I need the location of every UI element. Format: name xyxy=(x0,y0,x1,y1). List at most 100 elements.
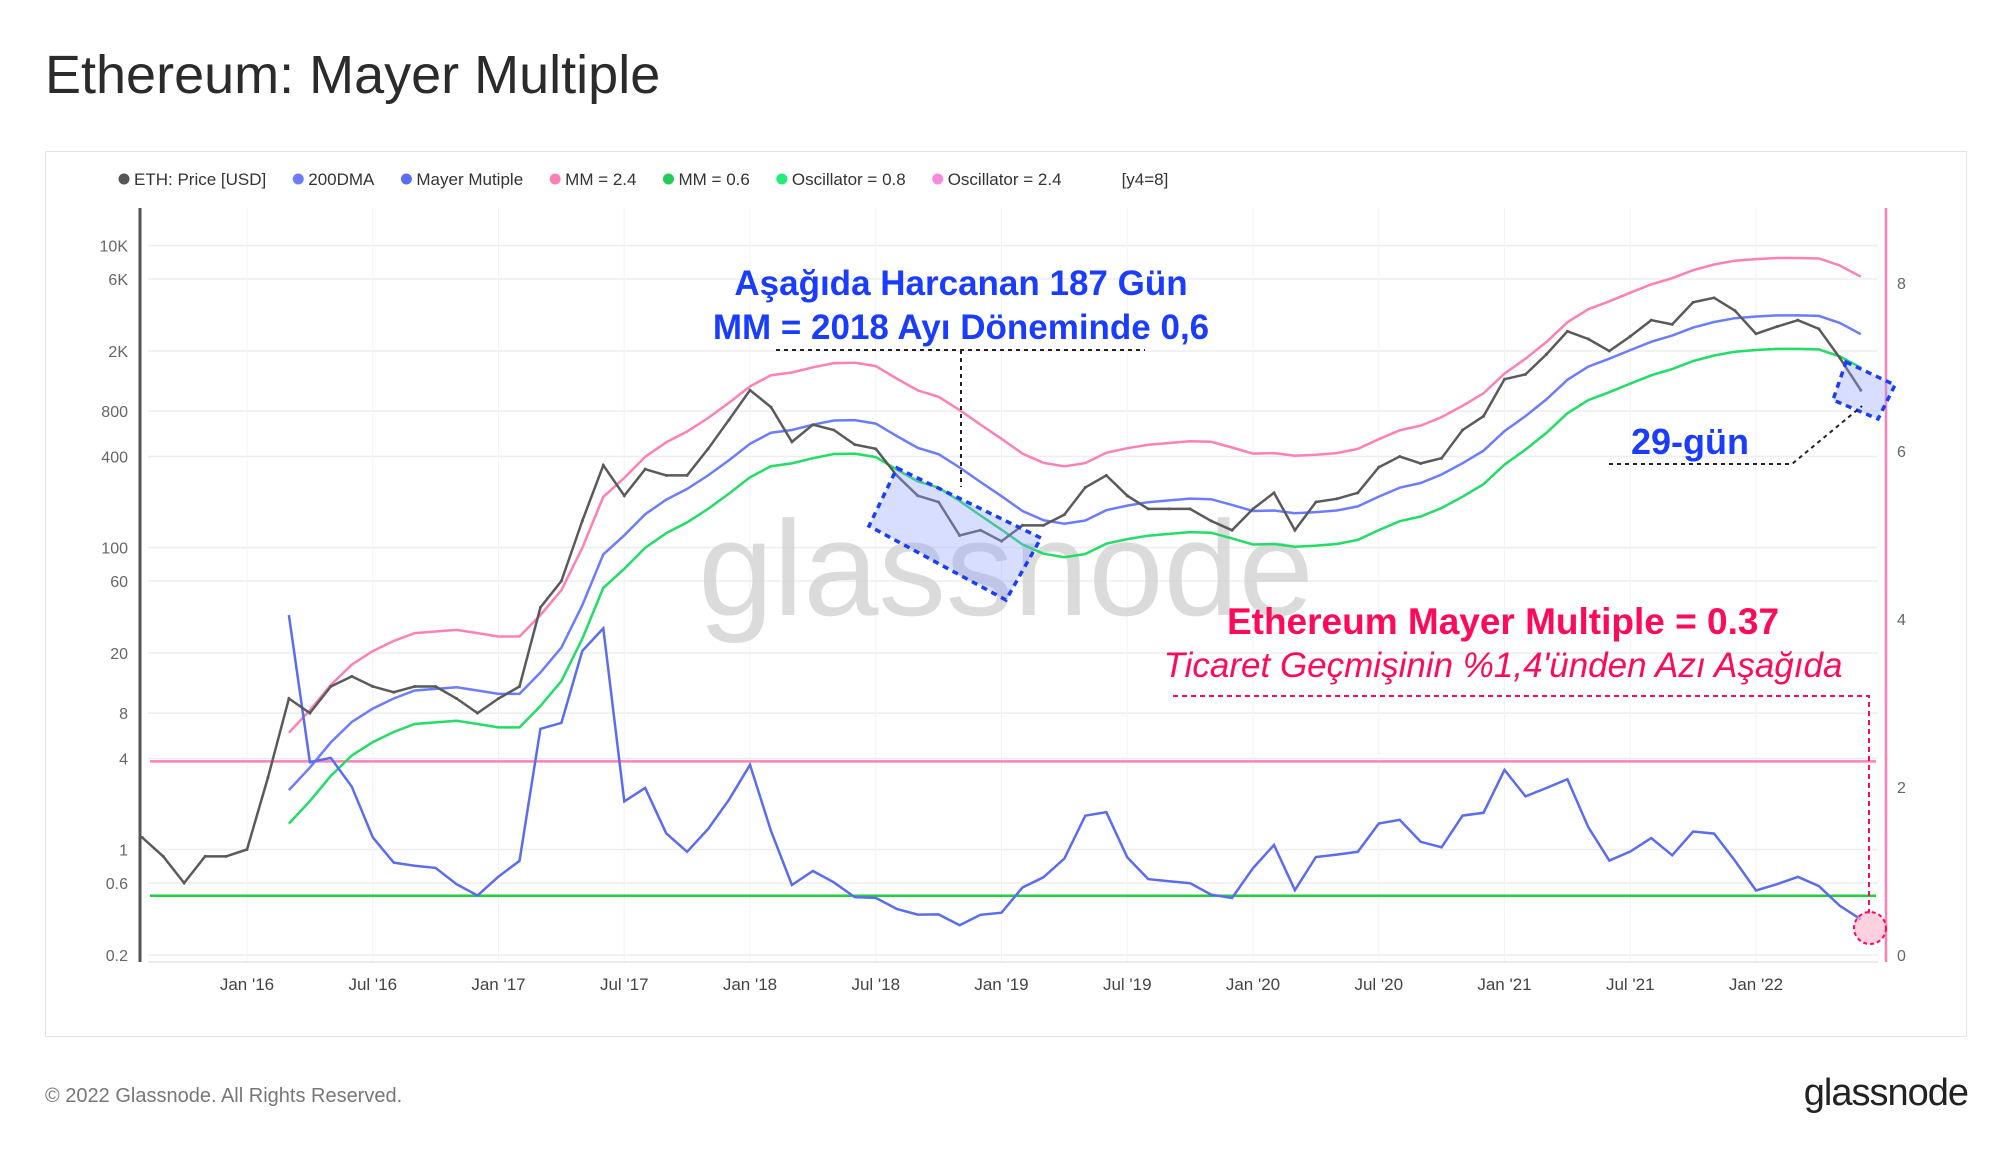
price-point xyxy=(1000,539,1003,543)
price-point xyxy=(1041,523,1045,527)
legend-item: Mayer Mutiple xyxy=(416,170,523,189)
price-point xyxy=(392,690,396,694)
annotation-red-line1: Ethereum Mayer Multiple = 0.37 xyxy=(1227,601,1779,642)
price-point xyxy=(1712,296,1716,300)
y-left-tick-label: 0.6 xyxy=(106,876,128,893)
y-left-tick-label: 0.2 xyxy=(106,948,128,965)
copyright: © 2022 Glassnode. All Rights Reserved. xyxy=(45,1085,403,1107)
price-point xyxy=(1167,507,1171,511)
price-point xyxy=(497,696,500,700)
callout-line xyxy=(1173,695,1870,915)
price-point xyxy=(1817,327,1821,331)
price-point xyxy=(161,854,165,858)
price-point xyxy=(937,500,941,504)
price-point xyxy=(455,696,459,700)
price-point xyxy=(559,579,563,583)
price-point xyxy=(1649,318,1653,322)
price-point xyxy=(224,854,228,858)
legend-item: [y4=8] xyxy=(1122,170,1169,189)
y-left-tick-label: 60 xyxy=(110,574,128,591)
price-point xyxy=(832,428,836,432)
y-left-tick-label: 1 xyxy=(119,842,128,859)
legend: ETH: Price [USD] 200DMA Mayer Mutiple MM = … xyxy=(118,170,1169,189)
legend-item: 200DMA xyxy=(308,170,375,189)
annotations: Aşağıda Harcanan 187 Gün MM = 2018 Ayı D… xyxy=(713,264,1898,945)
price-point xyxy=(538,606,542,610)
price-point xyxy=(1272,491,1276,495)
x-tick-label: Jan '18 xyxy=(723,975,777,994)
price-point xyxy=(517,684,521,688)
price-point xyxy=(1398,455,1402,459)
mm-0.6-band-line xyxy=(287,347,1862,825)
mayer-multiple-line xyxy=(287,614,1862,927)
price-point xyxy=(853,443,857,447)
price-point xyxy=(643,467,647,471)
price-point xyxy=(958,533,962,537)
legend-marker xyxy=(663,173,674,185)
price-point xyxy=(895,473,899,477)
price-point xyxy=(1083,485,1087,489)
price-point xyxy=(1859,388,1863,392)
price-point xyxy=(748,388,752,392)
legend-marker xyxy=(932,173,944,185)
price-point xyxy=(1335,497,1339,501)
price-point xyxy=(182,881,186,885)
legend-marker xyxy=(292,173,304,185)
price-point xyxy=(1544,352,1548,356)
x-tick-label: Jan '17 xyxy=(471,975,525,994)
y-left-tick-label: 10K xyxy=(100,238,129,255)
price-point xyxy=(1838,356,1842,360)
y-left-tick-label: 100 xyxy=(101,540,128,557)
price-point xyxy=(413,684,417,688)
price-point xyxy=(1125,494,1129,498)
200dma-line xyxy=(287,314,1862,791)
price-point xyxy=(580,519,584,523)
price-point xyxy=(685,473,689,477)
price-point xyxy=(1251,507,1255,511)
legend-item: MM = 2.4 xyxy=(565,170,636,189)
price-point xyxy=(1293,528,1297,532)
price-point xyxy=(1628,334,1632,338)
price-point xyxy=(1146,507,1150,511)
y-left-tick-label: 4 xyxy=(119,752,128,769)
price-point xyxy=(769,405,773,409)
page-title: Ethereum: Mayer Multiple xyxy=(45,45,661,105)
price-point xyxy=(476,711,480,715)
annotation-blue-line1: Aşağıda Harcanan 187 Gün xyxy=(734,264,1187,303)
x-tick-label: Jul '16 xyxy=(348,975,397,994)
price-point xyxy=(1523,372,1527,376)
current-mm-marker xyxy=(1853,911,1887,945)
legend-item: Oscillator = 2.4 xyxy=(948,170,1062,189)
x-tick-label: Jan '19 xyxy=(974,975,1028,994)
price-point xyxy=(329,684,333,688)
price-point xyxy=(434,684,438,688)
y-left-tick-label: 2K xyxy=(108,344,128,361)
price-point xyxy=(601,463,605,467)
price-point xyxy=(664,473,668,477)
y-right-tick-label: 4 xyxy=(1897,612,1906,629)
price-point xyxy=(308,711,312,715)
y-left-tick-label: 6K xyxy=(108,272,128,289)
price-point xyxy=(1377,465,1381,469)
y-left-tick-label: 20 xyxy=(110,646,128,663)
price-point xyxy=(1503,377,1506,381)
price-point xyxy=(916,494,920,498)
price-point xyxy=(874,447,878,451)
price-point xyxy=(1209,519,1213,523)
y-right-tick-label: 0 xyxy=(1897,948,1906,965)
price-point xyxy=(1733,309,1737,313)
grid xyxy=(148,208,1878,962)
price-point xyxy=(727,418,731,422)
price-point xyxy=(622,494,626,498)
series xyxy=(140,256,1876,927)
legend-marker xyxy=(118,173,130,185)
x-tick-label: Jul '17 xyxy=(600,975,649,994)
y-left-tick-label: 800 xyxy=(101,404,128,421)
price-point xyxy=(1670,322,1674,326)
price-point xyxy=(1607,349,1611,353)
price-point xyxy=(1482,414,1486,418)
price-point xyxy=(1565,329,1569,333)
price-point xyxy=(1796,318,1800,322)
